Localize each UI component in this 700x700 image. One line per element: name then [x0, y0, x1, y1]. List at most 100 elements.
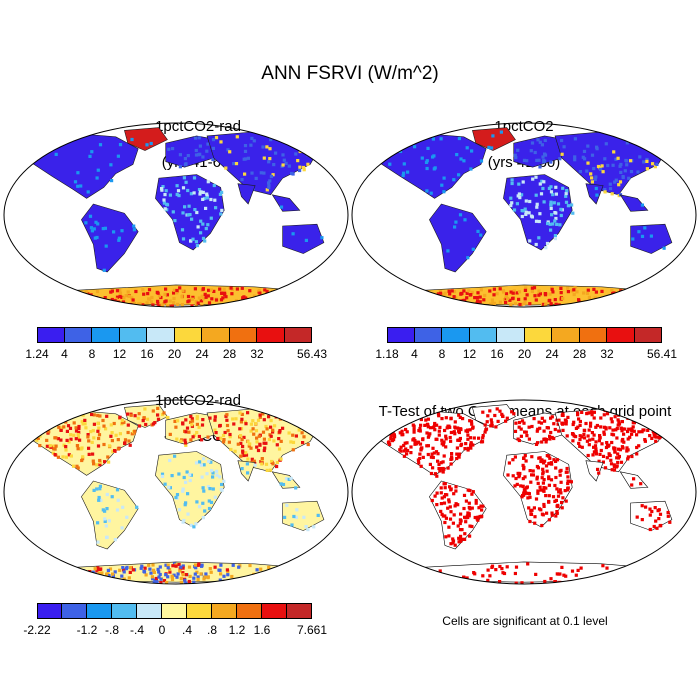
grid-cell	[640, 518, 644, 522]
grid-cell	[471, 490, 475, 494]
grid-cell	[574, 573, 578, 577]
grid-cell	[238, 434, 243, 438]
grid-cell	[115, 488, 120, 492]
grid-cell	[401, 173, 405, 178]
grid-cell	[627, 176, 631, 180]
grid-cell	[234, 162, 239, 166]
grid-cell	[462, 506, 466, 511]
grid-cell	[267, 160, 271, 164]
grid-cell	[180, 295, 184, 299]
grid-cell	[281, 426, 285, 430]
grid-cell	[530, 289, 534, 293]
grid-cell	[80, 420, 84, 424]
grid-cell	[249, 143, 253, 147]
landmass	[124, 127, 168, 151]
grid-cell	[655, 526, 659, 530]
grid-cell	[530, 455, 534, 459]
grid-cell	[142, 292, 146, 296]
grid-cell	[590, 413, 594, 417]
grid-cell	[540, 179, 544, 183]
grid-cell	[536, 138, 540, 142]
grid-cell	[195, 244, 199, 248]
grid-cell	[630, 429, 634, 433]
grid-cell	[504, 300, 508, 304]
grid-cell	[269, 434, 273, 438]
grid-cell	[132, 224, 136, 228]
grid-cell	[191, 237, 195, 241]
grid-cell	[285, 503, 289, 507]
colorbar-swatch	[442, 327, 470, 343]
grid-cell	[97, 498, 101, 502]
grid-cell	[245, 462, 249, 466]
grid-cell	[188, 473, 192, 477]
grid-cell	[178, 569, 182, 573]
colorbar-tick-label: 24	[195, 347, 209, 361]
grid-cell	[468, 534, 472, 538]
grid-cell	[594, 452, 598, 456]
grid-cell	[517, 297, 521, 301]
grid-cell	[118, 291, 123, 295]
grid-cell	[198, 192, 202, 196]
grid-cell	[437, 414, 441, 418]
grid-cell	[491, 301, 495, 305]
landmass	[585, 183, 604, 205]
grid-cell	[283, 515, 287, 519]
grid-cell	[559, 491, 563, 495]
grid-cell	[149, 141, 153, 146]
grid-cell	[441, 460, 445, 464]
grid-cell	[444, 434, 448, 438]
grid-cell	[566, 479, 570, 483]
grid-cell	[534, 298, 538, 302]
grid-cell	[537, 420, 541, 424]
grid-cell	[141, 288, 145, 292]
grid-cell	[242, 435, 246, 439]
grid-cell	[444, 445, 448, 449]
grid-cell	[81, 457, 85, 461]
grid-cell	[443, 428, 447, 433]
grid-cell	[83, 422, 87, 426]
grid-cell	[226, 573, 230, 577]
grid-cell	[562, 145, 566, 149]
grid-cell	[103, 517, 107, 521]
grid-cell	[156, 417, 161, 421]
grid-cell	[564, 422, 568, 426]
grid-cell	[238, 427, 242, 431]
grid-cell	[181, 211, 185, 215]
grid-cell	[601, 460, 605, 464]
grid-cell	[615, 456, 619, 460]
grid-cell	[194, 522, 198, 526]
grid-cell	[534, 193, 538, 197]
grid-cell	[398, 431, 402, 435]
grid-cell	[121, 421, 125, 425]
grid-cell	[611, 433, 616, 437]
grid-cell	[464, 516, 468, 520]
grid-cell	[619, 170, 623, 174]
grid-cell	[104, 524, 108, 528]
grid-cell	[218, 568, 222, 572]
grid-cell	[637, 230, 641, 234]
grid-cell	[118, 415, 122, 419]
grid-cell	[201, 287, 205, 291]
grid-cell	[163, 193, 167, 197]
grid-cell	[603, 157, 607, 161]
grid-cell	[152, 580, 156, 584]
grid-cell	[118, 432, 122, 436]
grid-cell	[486, 578, 490, 582]
grid-cell	[538, 212, 542, 216]
grid-cell	[594, 449, 598, 453]
grid-cell	[605, 441, 609, 445]
grid-cell	[127, 576, 131, 580]
grid-cell	[452, 580, 456, 584]
grid-cell	[402, 454, 406, 458]
grid-cell	[611, 428, 615, 432]
grid-cell	[595, 193, 599, 197]
grid-cell	[157, 570, 161, 574]
grid-cell	[440, 438, 444, 442]
grid-cell	[554, 475, 558, 480]
grid-cell	[440, 512, 444, 516]
grid-cell	[566, 481, 570, 486]
grid-cell	[462, 493, 467, 497]
grid-cell	[252, 432, 256, 436]
grid-cell	[62, 425, 66, 429]
grid-cell	[664, 429, 668, 433]
